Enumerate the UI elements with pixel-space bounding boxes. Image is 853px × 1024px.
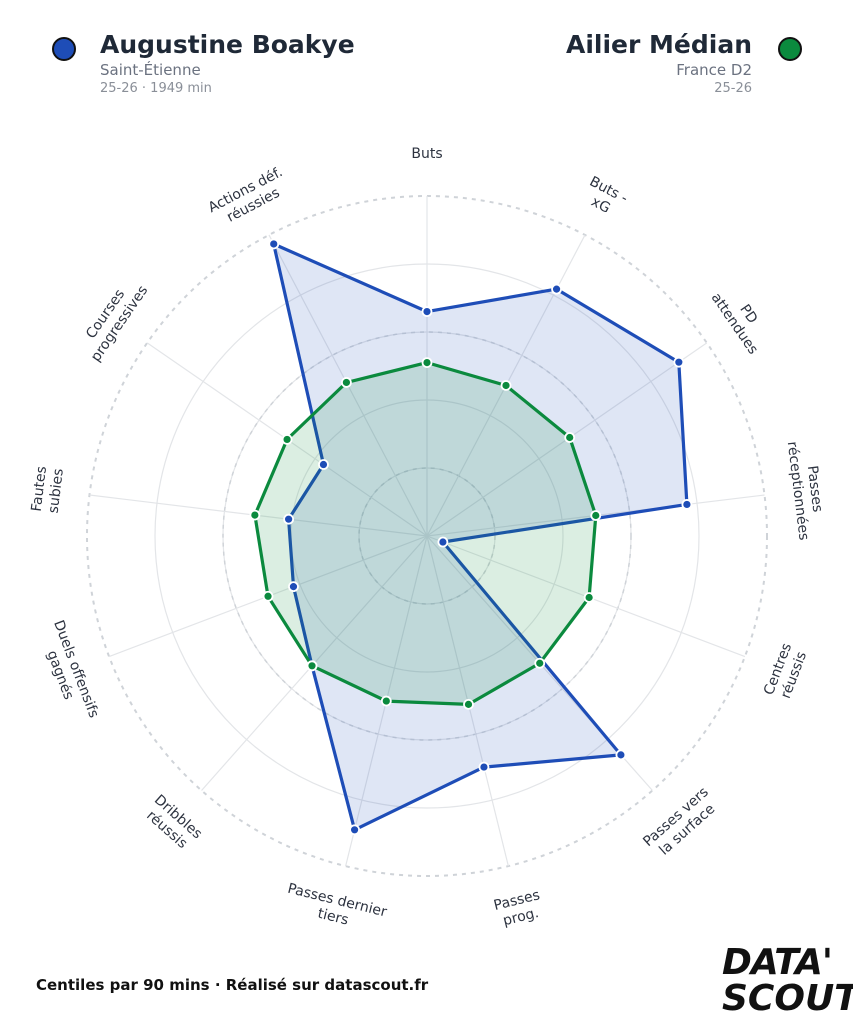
player-point — [283, 513, 295, 525]
comparison-point — [534, 657, 546, 669]
player-point — [551, 283, 562, 295]
comparison-point — [500, 380, 512, 391]
grid-ring-mid — [222, 331, 632, 741]
player-point — [268, 238, 280, 250]
axis-label: Passes derniertiers — [282, 881, 389, 937]
comparison-point — [590, 510, 602, 521]
axis-label: Buts — [411, 146, 442, 162]
player-point — [288, 581, 299, 593]
comparison-color-dot — [778, 37, 802, 61]
player-point — [437, 536, 449, 548]
player-point — [349, 824, 360, 836]
player-team: Saint-Étienne — [100, 61, 201, 79]
comparison-point — [421, 357, 433, 369]
grid-ring-outer — [86, 195, 768, 877]
comparison-point — [341, 377, 352, 388]
comparison-point — [564, 432, 576, 443]
axis-label: Actions déf.réussies — [206, 164, 293, 231]
player-point — [421, 306, 433, 318]
axis-label: Dribblesréussis — [140, 792, 205, 855]
player-point — [478, 761, 490, 773]
comparison-point — [281, 434, 293, 445]
comparison-point — [463, 698, 474, 710]
comparison-name: Ailier Médian — [565, 30, 752, 59]
axis-label: Passesprog. — [492, 887, 545, 930]
logo-line-1: DATA' — [722, 942, 833, 983]
comparison-point — [380, 695, 392, 707]
axis-label: Buts -xG — [579, 174, 630, 222]
comparison-season: 25-26 — [714, 81, 752, 96]
comparison-point — [262, 590, 274, 602]
comparison-point — [583, 592, 595, 603]
axis-label: Passes versla surface — [640, 784, 723, 863]
player-name: Augustine Boakye — [100, 30, 355, 59]
player-point — [681, 499, 693, 510]
comparison-point — [306, 660, 318, 672]
footer-note: Centiles par 90 mins · Réalisé sur datas… — [36, 976, 429, 994]
player-color-dot — [52, 37, 76, 61]
radar-series — [253, 242, 689, 832]
player-point — [615, 749, 627, 761]
radar-points — [249, 238, 693, 836]
player-season-minutes: 25-26 · 1949 min — [100, 81, 212, 96]
axis-label: Centresréussis — [761, 641, 811, 703]
axis-label: Duels offensifsgagnés — [34, 618, 101, 726]
comparison-polygon — [253, 361, 598, 707]
grid-ring-inner — [358, 467, 496, 605]
player-point — [673, 356, 685, 368]
axis-label: Coursesprogressives — [74, 273, 151, 365]
comparison-league: France D2 — [676, 61, 752, 79]
logo-line-2: SCOUT — [722, 978, 853, 1019]
comparison-point — [249, 509, 261, 521]
datascout-logo: DATA' SCOUT — [722, 942, 853, 1019]
axis-label: Passesréceptionnées — [784, 439, 829, 542]
player-point — [318, 459, 329, 470]
axis-label: PDattendues — [708, 281, 775, 358]
player-polygon — [272, 242, 689, 832]
axis-label: Fautessubies — [29, 465, 67, 514]
